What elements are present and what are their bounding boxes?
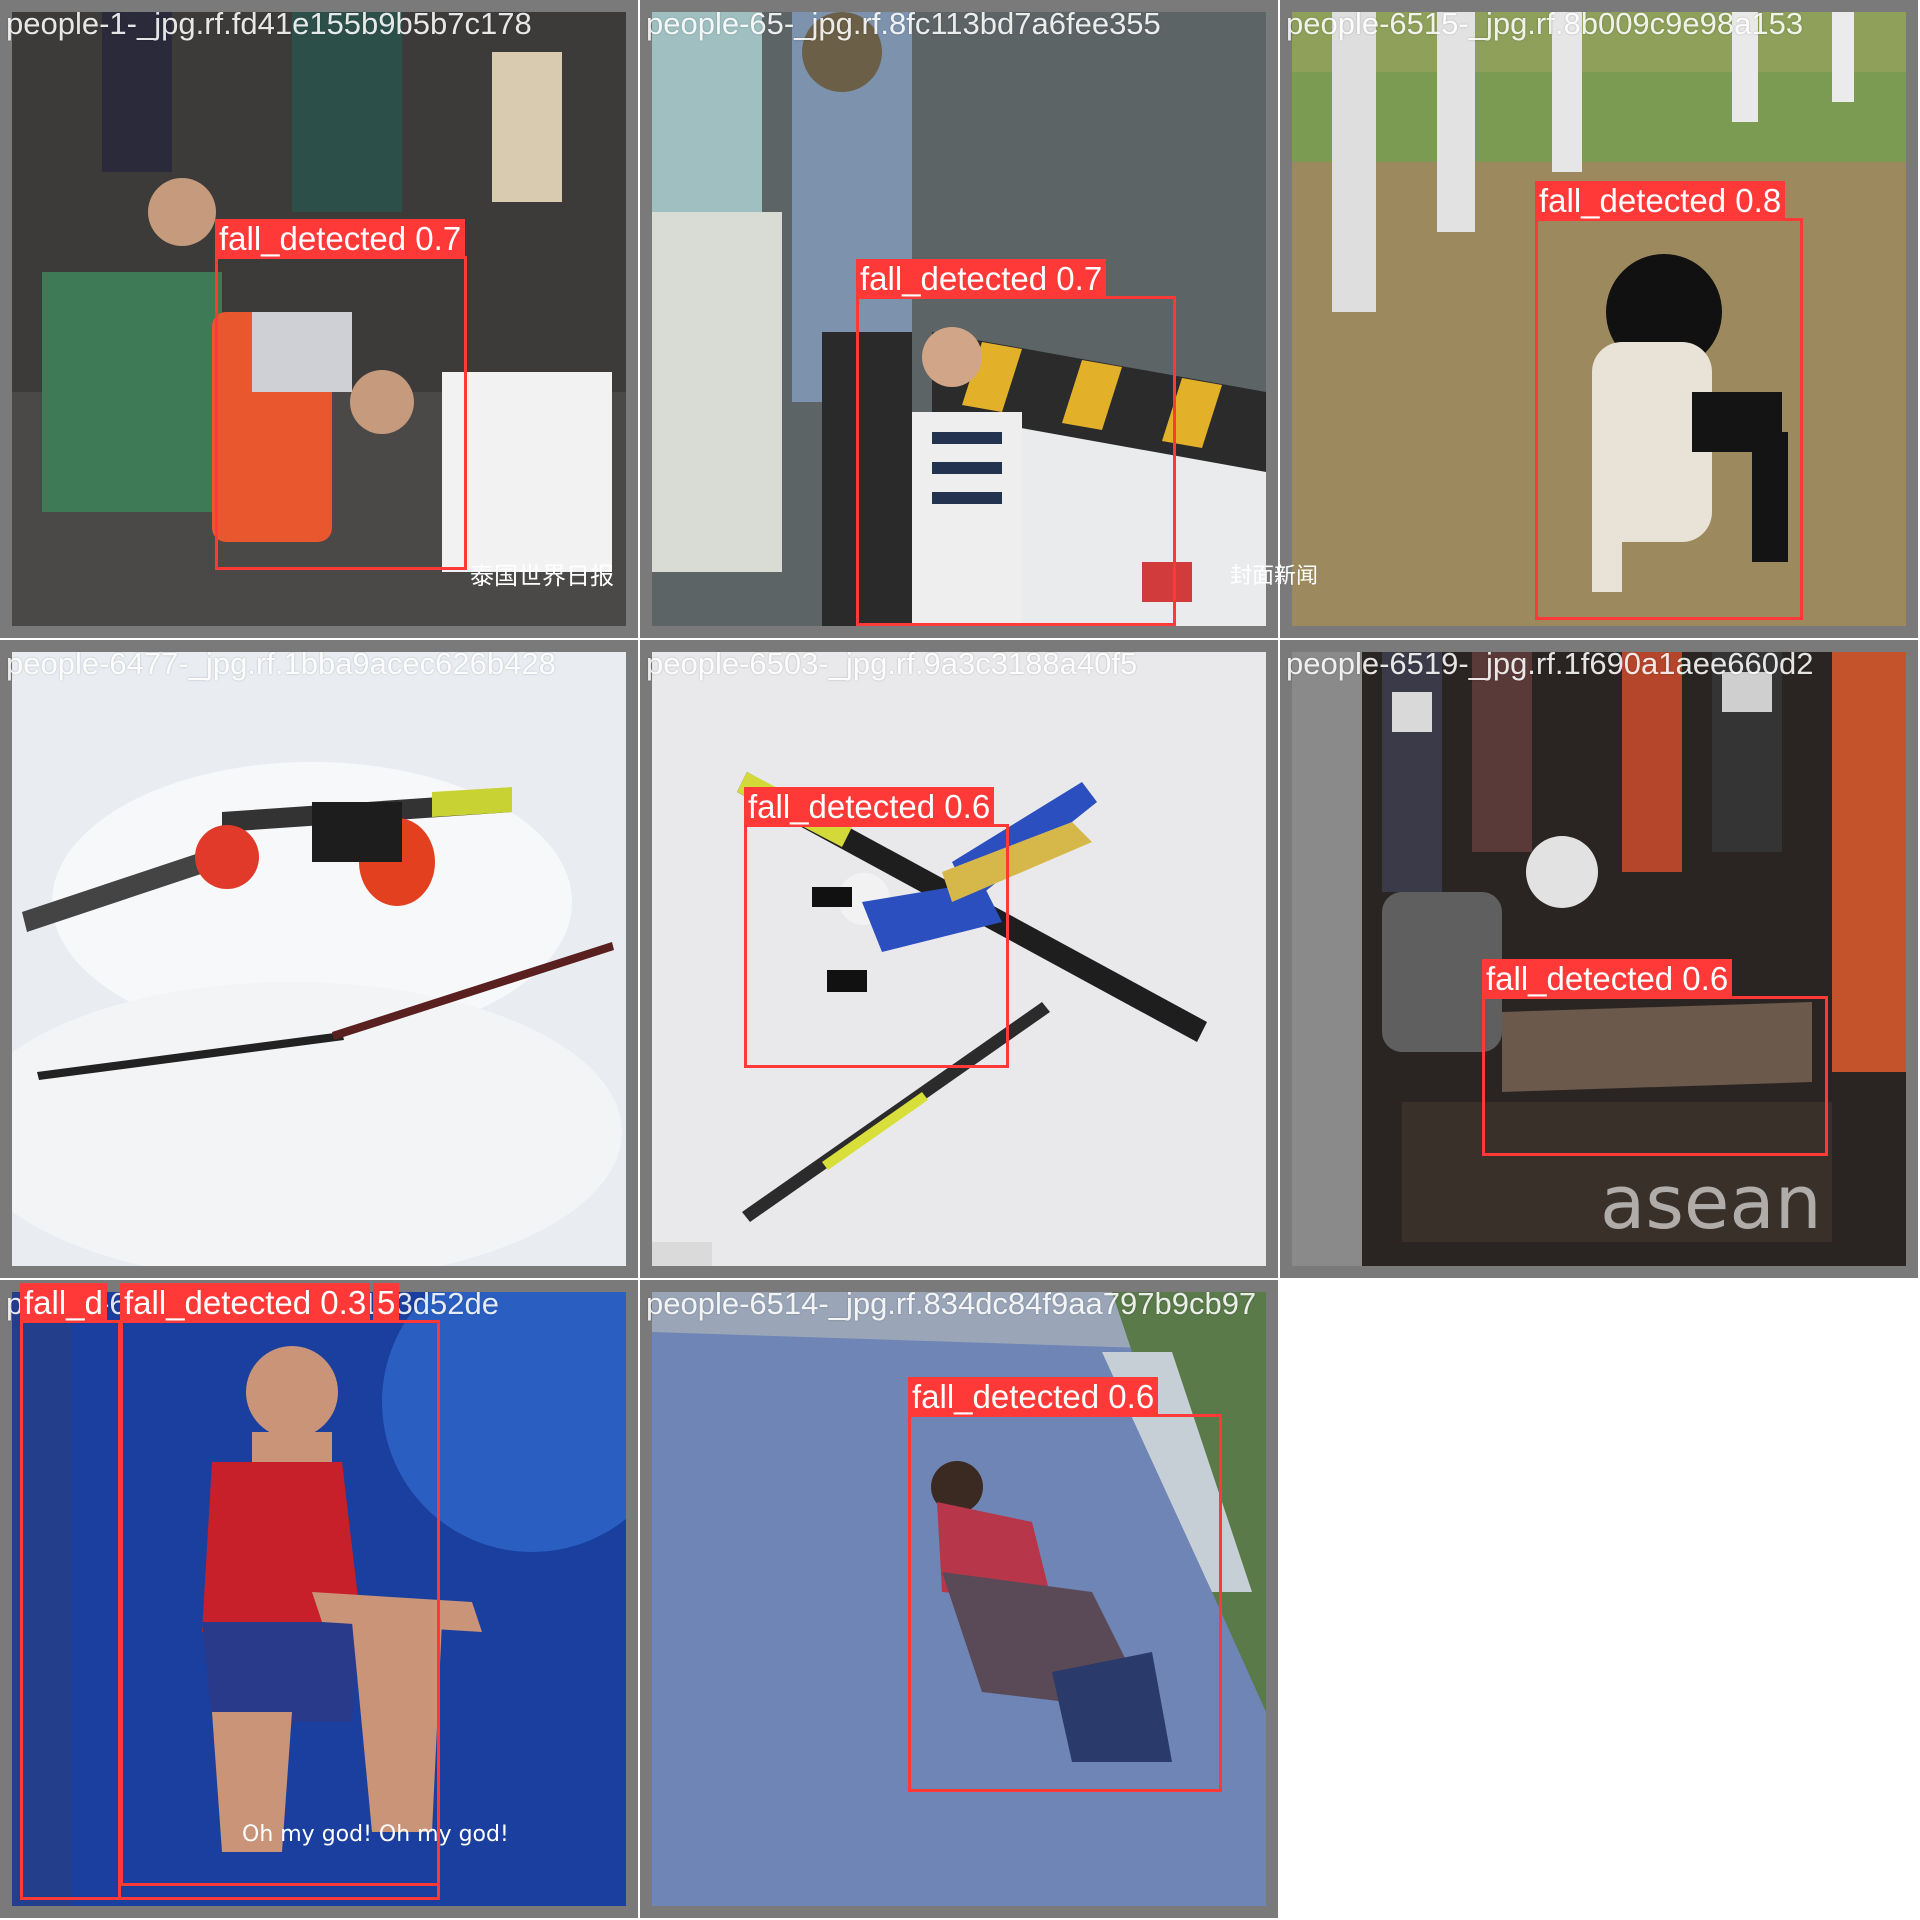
image-filename: people-1-_jpg.rf.fd41e155b9b5b7c178 bbox=[6, 6, 532, 41]
detection-box: fall_detected 0.6 bbox=[744, 787, 1009, 1068]
image-tile-6: asean people-6519-_jpg.rf.1f690a1aee660d… bbox=[1280, 640, 1920, 1280]
detection-box: fall_detected 0.3 bbox=[120, 1283, 440, 1886]
image-tile-5: people-6503-_jpg.rf.9a3c3188a40f5 fall_d… bbox=[640, 640, 1280, 1280]
detection-label: fall_detected 0.6 bbox=[908, 1377, 1159, 1417]
image-tile-7: Oh my god! Oh my god! people-6_-_jpg.rf.… bbox=[0, 1280, 640, 1920]
photo-child-crawling bbox=[1292, 12, 1906, 626]
image-tile-8: people-6514-_jpg.rf.834dc84f9aa797b9cb97… bbox=[640, 1280, 1280, 1920]
image-filename: people-6515-_jpg.rf.8b009c9e98a153 bbox=[1286, 6, 1804, 41]
image-tile-1: 泰国世界日报 people-1-_jpg.rf.fd41e155b9b5b7c1… bbox=[0, 0, 640, 640]
image-tile-4: people-6477-_jpg.rf.1bba9acec626b428 bbox=[0, 640, 640, 1280]
detection-label: fall_detected 0.7 bbox=[856, 259, 1107, 299]
detection-label: fall_detected 0.3 bbox=[120, 1283, 371, 1323]
image-filename: people-6503-_jpg.rf.9a3c3188a40f5 bbox=[646, 646, 1138, 681]
image-tile-2: 封面新闻 people-65-_jpg.rf.8fc113bd7a6fee355… bbox=[640, 0, 1318, 640]
photo-ski-jumper-fall bbox=[652, 652, 1266, 1266]
photo-street-fall bbox=[652, 12, 1266, 626]
image-filename: people-6519-_jpg.rf.1f690a1aee660d2 bbox=[1286, 646, 1814, 681]
detection-label: fall_detected 0.7 bbox=[215, 219, 466, 259]
photo-watermark: 封面新闻 bbox=[1230, 564, 1319, 589]
detection-label: fall_detected 0.6 bbox=[1482, 959, 1733, 999]
photo-watermark: asean bbox=[1600, 1160, 1822, 1246]
image-filename: people-6477-_jpg.rf.1bba9acec626b428 bbox=[6, 646, 556, 681]
photo-skier-crash bbox=[12, 652, 626, 1266]
detection-label: 5 bbox=[373, 1283, 400, 1323]
detection-box: fall_detected 0.6 bbox=[908, 1377, 1222, 1792]
detection-box: fall_detected 0.6 bbox=[1482, 959, 1828, 1156]
detection-box: fall_detected 0.7 bbox=[856, 259, 1176, 626]
detection-label: fall_detected 0.6 bbox=[744, 787, 995, 827]
detection-label: fall_d bbox=[20, 1283, 107, 1323]
image-filename: people-65-_jpg.rf.8fc113bd7a6fee355 bbox=[646, 6, 1161, 41]
photo-watermark: Oh my god! Oh my god! bbox=[242, 1822, 509, 1847]
detection-label: fall_detected 0.8 bbox=[1535, 181, 1786, 221]
photo-athlete-sitting bbox=[12, 1292, 626, 1906]
photo-ambulance-stretcher bbox=[12, 12, 626, 626]
image-filename: people-6514-_jpg.rf.834dc84f9aa797b9cb97 bbox=[646, 1286, 1257, 1321]
photo-watermark: 泰国世界日报 bbox=[470, 562, 614, 590]
photo-person-on-road bbox=[652, 1292, 1266, 1906]
detection-box: fall_detected 0.8 bbox=[1535, 181, 1803, 620]
image-tile-3: people-6515-_jpg.rf.8b009c9e98a153 fall_… bbox=[1280, 0, 1920, 640]
detection-box: fall_detected 0.7 bbox=[215, 219, 467, 570]
